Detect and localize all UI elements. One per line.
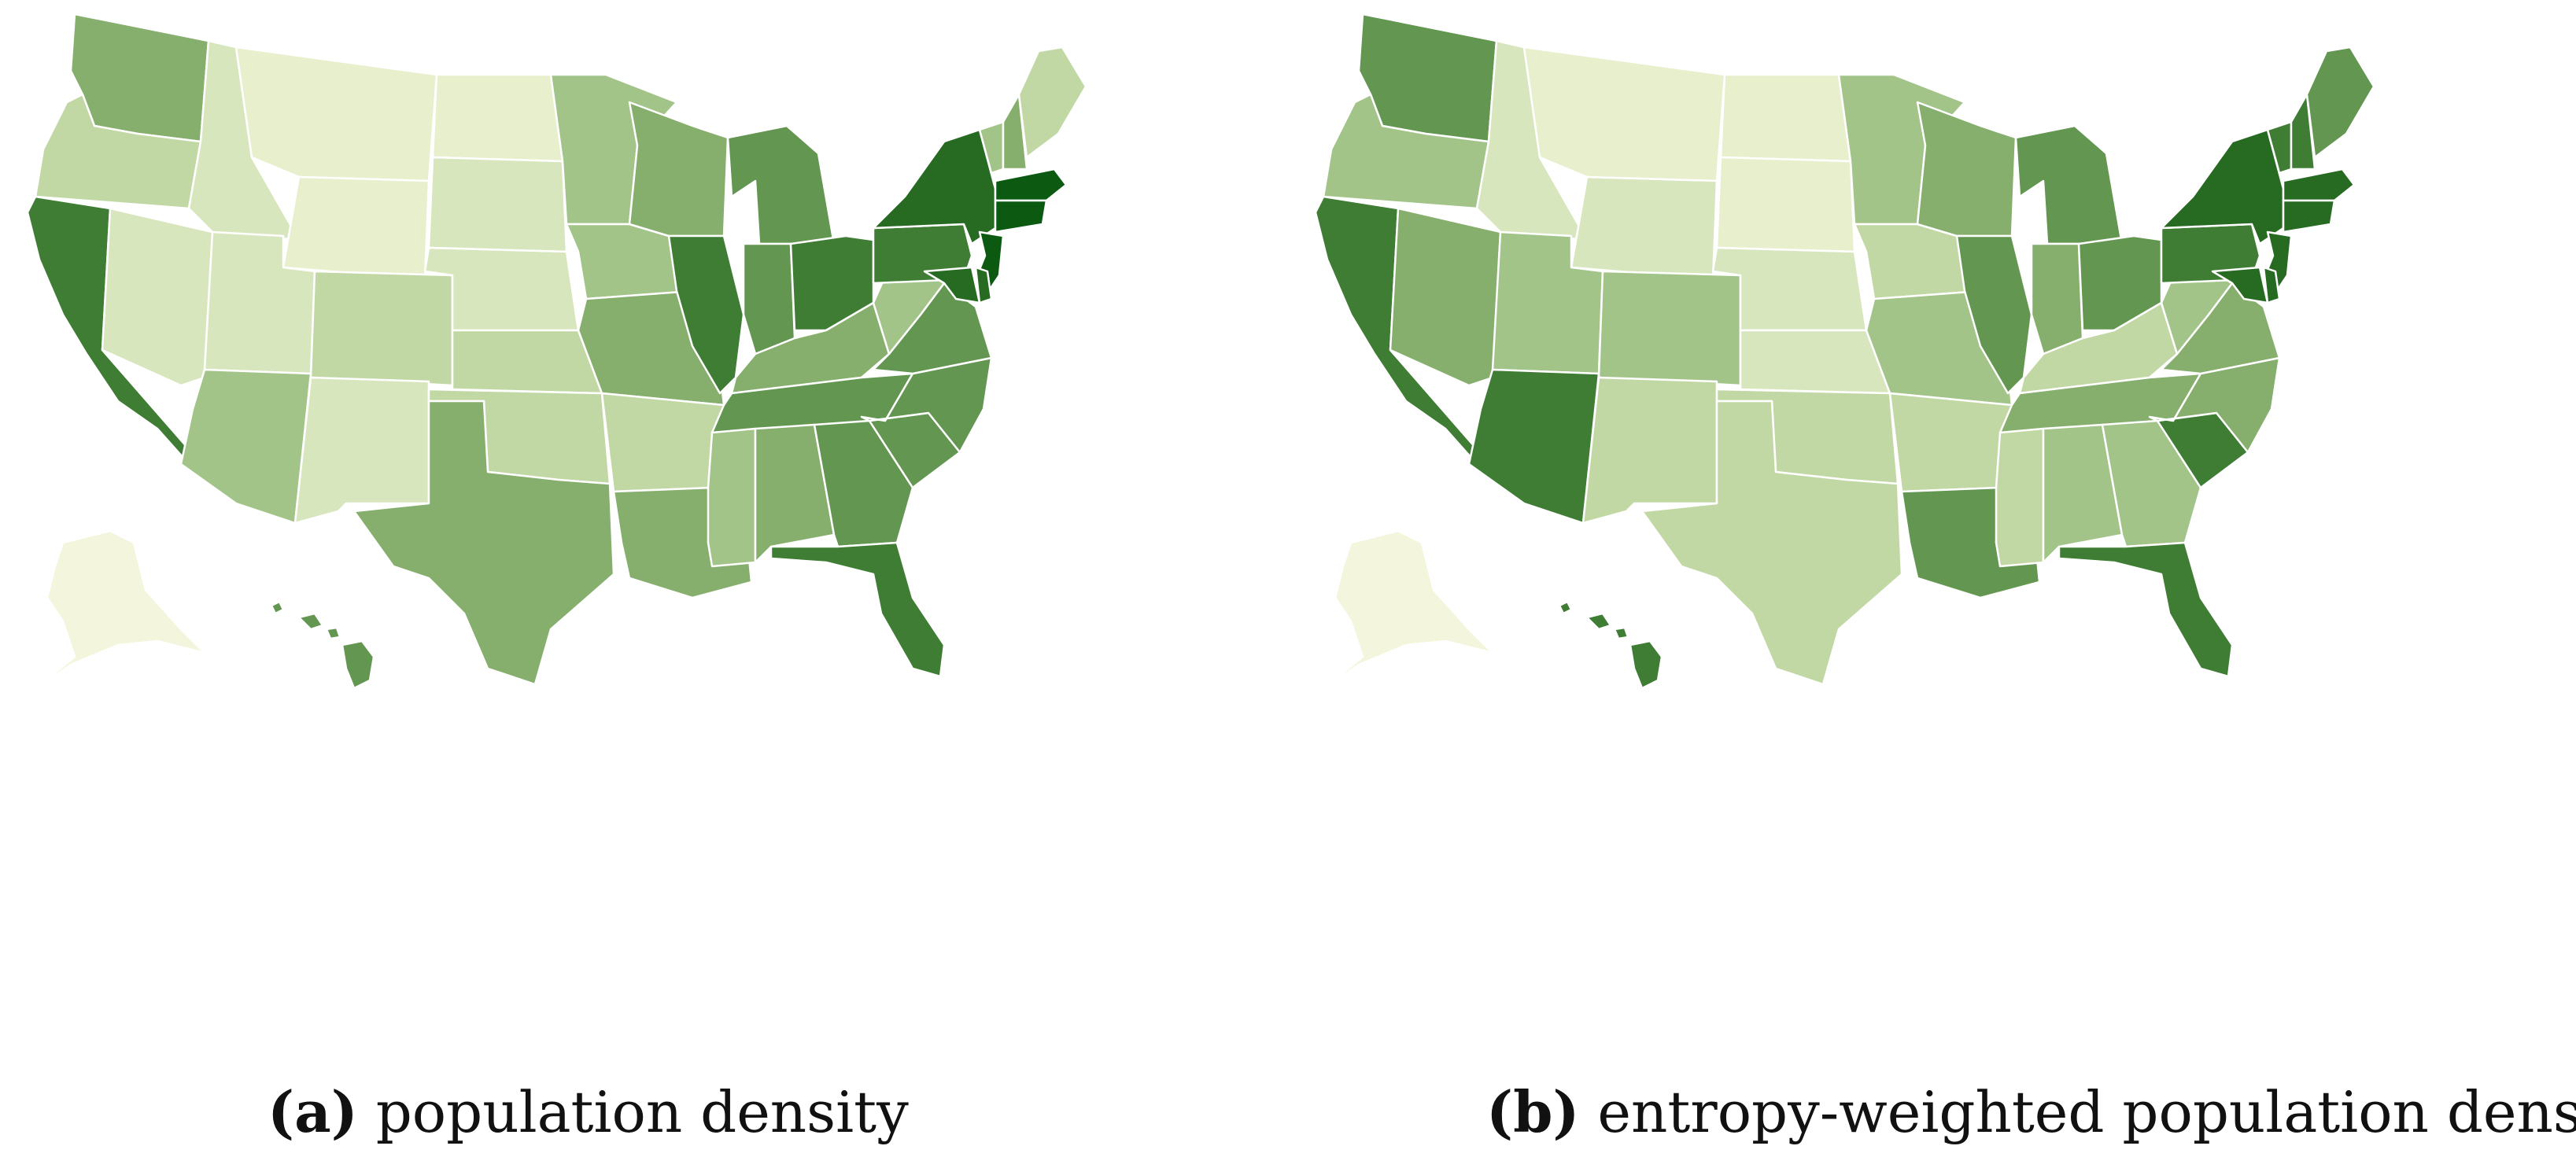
state-co: [1597, 270, 1742, 387]
state-wi: [1916, 101, 2017, 238]
state-ms: [707, 427, 757, 568]
state-nc: [2148, 356, 2281, 454]
state-hi: [1558, 600, 1663, 690]
caption-a-tag: (a): [268, 1078, 358, 1145]
state-az: [1467, 368, 1600, 525]
state-mt: [234, 46, 438, 182]
state-nm: [293, 376, 430, 525]
state-mi: [2014, 124, 2124, 245]
state-az: [179, 368, 312, 525]
state-in: [2030, 242, 2084, 356]
state-al: [754, 423, 836, 564]
caption-b: (b) entropy-weighted population density: [1486, 1084, 2576, 1141]
state-wy: [1570, 175, 1718, 281]
state-nd: [431, 73, 564, 163]
caption-a-text: population density: [375, 1079, 909, 1145]
state-de: [974, 266, 993, 304]
state-me: [1017, 46, 1087, 159]
state-nd: [1719, 73, 1852, 163]
caption-b-tag: (b): [1486, 1078, 1580, 1145]
state-fl: [2057, 541, 2234, 678]
state-hi: [270, 600, 375, 690]
state-mi: [726, 124, 836, 245]
state-fl: [769, 541, 946, 678]
state-tx: [1640, 400, 1903, 686]
us-choropleth-map-b: [1314, 13, 2375, 694]
state-nc: [860, 356, 993, 454]
state-wy: [282, 175, 430, 281]
state-ma: [2282, 168, 2356, 202]
panel-population-density: (a) population density: [26, 13, 1087, 1141]
state-sd: [1715, 156, 1856, 253]
caption-a: (a) population density: [268, 1084, 909, 1141]
state-nv: [101, 207, 214, 387]
state-me: [2305, 46, 2375, 159]
state-il: [1955, 234, 2033, 395]
state-ct: [2282, 199, 2336, 234]
state-ms: [1995, 427, 2045, 568]
state-ks: [451, 329, 603, 395]
state-tx: [352, 400, 615, 686]
state-il: [667, 234, 745, 395]
state-ct: [994, 199, 1048, 234]
state-ak: [30, 529, 206, 694]
state-ar: [600, 392, 725, 493]
us-choropleth-map-a: [26, 13, 1087, 694]
state-in: [742, 242, 796, 356]
state-md: [2211, 266, 2269, 304]
state-co: [309, 270, 454, 387]
state-md: [923, 266, 981, 304]
state-ak: [1318, 529, 1494, 694]
panel-entropy-weighted-density: (b) entropy-weighted population density: [1288, 0, 2576, 1168]
state-de: [2262, 266, 2281, 304]
state-sd: [427, 156, 568, 253]
caption-b-text: entropy-weighted population density: [1597, 1079, 2576, 1145]
state-ks: [1739, 329, 1891, 395]
state-ma: [994, 168, 1068, 202]
state-al: [2042, 423, 2124, 564]
state-ar: [1888, 392, 2013, 493]
state-wi: [628, 101, 729, 238]
state-nv: [1389, 207, 1502, 387]
state-mt: [1522, 46, 1726, 182]
state-nm: [1581, 376, 1718, 525]
